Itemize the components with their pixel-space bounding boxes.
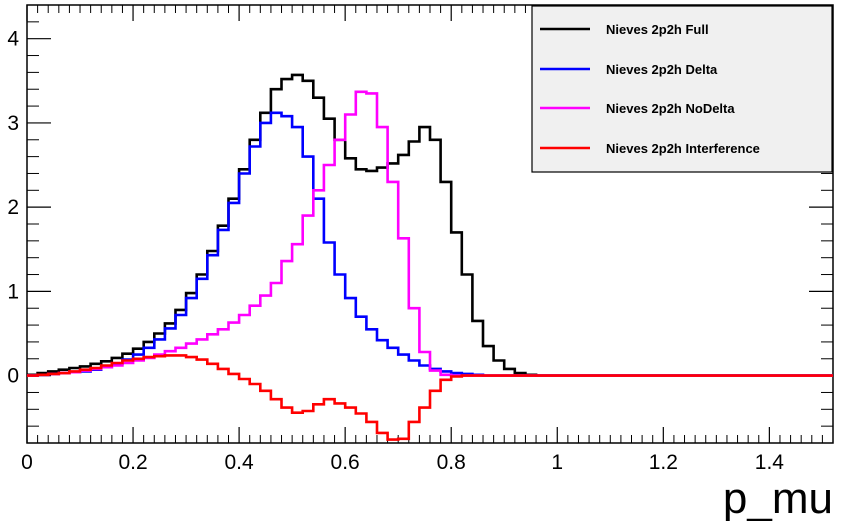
x-tick-label: 0 [21,451,33,474]
y-tick-label: 1 [7,280,19,303]
legend: Nieves 2p2h Full Nieves 2p2h Delta Nieve… [531,5,833,173]
legend-label-delta: Nieves 2p2h Delta [606,62,718,77]
x-tick-label: 1.4 [755,451,785,474]
series-line-nieves-2p2h-full [27,73,833,377]
legend-label-nodelta: Nieves 2p2h NoDelta [606,101,735,116]
x-tick-label: 1.2 [649,451,678,474]
legend-box [531,5,833,173]
x-axis-title: p_mu [723,474,833,521]
x-tick-label: 0.4 [225,451,255,474]
x-tick-label: 1 [551,451,563,474]
x-tick-label: 0.6 [331,451,360,474]
y-tick-label: 4 [7,28,19,51]
y-tick-label: 3 [7,112,19,135]
y-tick-label: 0 [7,365,19,388]
x-tick-label: 0.2 [118,451,147,474]
legend-label-interference: Nieves 2p2h Interference [606,141,760,156]
legend-label-full: Nieves 2p2h Full [606,22,709,37]
x-tick-label: 0.8 [437,451,466,474]
series-line-nieves-2p2h-nodelta [27,90,833,377]
series-line-nieves-2p2h-interference [27,354,833,441]
y-tick-label: 2 [7,196,19,219]
